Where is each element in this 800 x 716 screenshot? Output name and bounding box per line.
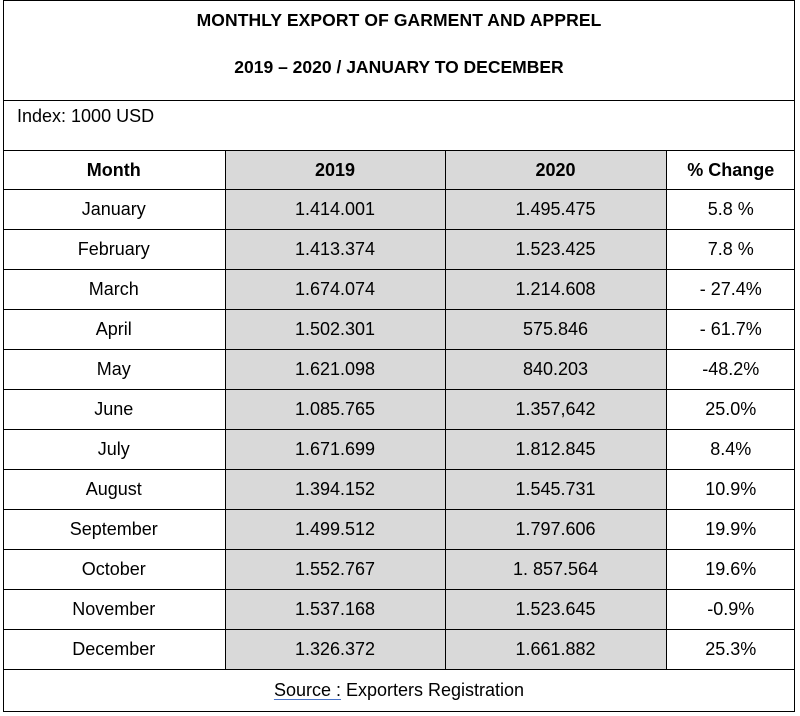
change-cell: 19.9% [665,509,795,550]
value-2019-cell: 1.671.699 [224,429,446,470]
value-2019-cell: 1.413.374 [224,229,446,270]
table-row: February 1.413.374 1.523.425 7.8 % [3,229,795,270]
value-2020-cell: 1.797.606 [444,509,667,550]
table-row: May 1.621.098 840.203 -48.2% [3,349,795,390]
report-subtitle: 2019 – 2020 / JANUARY TO DECEMBER [234,57,564,77]
month-cell: May [3,349,226,390]
source-footer: Source : Exporters Registration [4,670,794,710]
value-2019-cell: 1.621.098 [224,349,446,390]
change-cell: 19.6% [665,549,795,590]
value-2019-cell: 1.326.372 [224,629,446,670]
value-2020-cell: 1.495.475 [444,189,667,230]
value-2019-cell: 1.537.168 [224,589,446,630]
title-block: MONTHLY EXPORT OF GARMENT AND APPREL 201… [4,1,794,101]
value-2020-cell: 1.357,642 [444,389,667,430]
export-table: Month 2019 2020 % Change January 1.414.0… [3,151,795,670]
month-cell: October [3,549,226,590]
table-row: December 1.326.372 1.661.882 25.3% [3,629,795,670]
value-2020-cell: 1.812.845 [444,429,667,470]
table-row: September 1.499.512 1.797.606 19.9% [3,509,795,550]
change-cell: - 61.7% [665,309,795,350]
table-row: April 1.502.301 575.846 - 61.7% [3,309,795,350]
change-cell: 10.9% [665,469,795,510]
value-2019-cell: 1.552.767 [224,549,446,590]
export-report-sheet: MONTHLY EXPORT OF GARMENT AND APPREL 201… [3,0,795,712]
value-2020-cell: 575.846 [444,309,667,350]
table-row: October 1.552.767 1. 857.564 19.6% [3,549,795,590]
table-row: June 1.085.765 1.357,642 25.0% [3,389,795,430]
change-cell: 5.8 % [665,189,795,230]
month-cell: July [3,429,226,470]
value-2020-cell: 1.214.608 [444,269,667,310]
table-row: January 1.414.001 1.495.475 5.8 % [3,189,795,230]
report-title: MONTHLY EXPORT OF GARMENT AND APPREL [196,10,602,30]
value-2020-cell: 1. 857.564 [444,549,667,590]
table-header-row: Month 2019 2020 % Change [3,151,795,190]
month-cell: November [3,589,226,630]
value-2019-cell: 1.085.765 [224,389,446,430]
month-cell: December [3,629,226,670]
value-2020-cell: 1.523.425 [444,229,667,270]
source-label: Source : [273,680,341,700]
month-cell: February [3,229,226,270]
month-cell: June [3,389,226,430]
change-cell: 25.3% [665,629,795,670]
value-2019-cell: 1.674.074 [224,269,446,310]
table-body: January 1.414.001 1.495.475 5.8 % Februa… [3,189,795,670]
change-cell: 8.4% [665,429,795,470]
value-2019-cell: 1.394.152 [224,469,446,510]
change-cell: 7.8 % [665,229,795,270]
month-cell: April [3,309,226,350]
month-cell: March [3,269,226,310]
value-2019-cell: 1.502.301 [224,309,446,350]
value-2020-cell: 1.523.645 [444,589,667,630]
table-row: November 1.537.168 1.523.645 -0.9% [3,589,795,630]
change-cell: 25.0% [665,389,795,430]
value-2020-cell: 840.203 [444,349,667,390]
month-cell: August [3,469,226,510]
source-text: Exporters Registration [340,680,525,700]
change-cell: - 27.4% [665,269,795,310]
month-cell: January [3,189,226,230]
value-2019-cell: 1.499.512 [224,509,446,550]
change-cell: -48.2% [665,349,795,390]
value-2020-cell: 1.545.731 [444,469,667,510]
index-unit-label: Index: 1000 USD [4,101,794,151]
change-cell: -0.9% [665,589,795,630]
header-2019: 2019 [224,151,446,190]
table-row: August 1.394.152 1.545.731 10.9% [3,469,795,510]
table-row: March 1.674.074 1.214.608 - 27.4% [3,269,795,310]
header-change: % Change [665,151,795,190]
table-row: July 1.671.699 1.812.845 8.4% [3,429,795,470]
month-cell: September [3,509,226,550]
header-month: Month [3,151,226,190]
value-2020-cell: 1.661.882 [444,629,667,670]
header-2020: 2020 [444,151,667,190]
value-2019-cell: 1.414.001 [224,189,446,230]
